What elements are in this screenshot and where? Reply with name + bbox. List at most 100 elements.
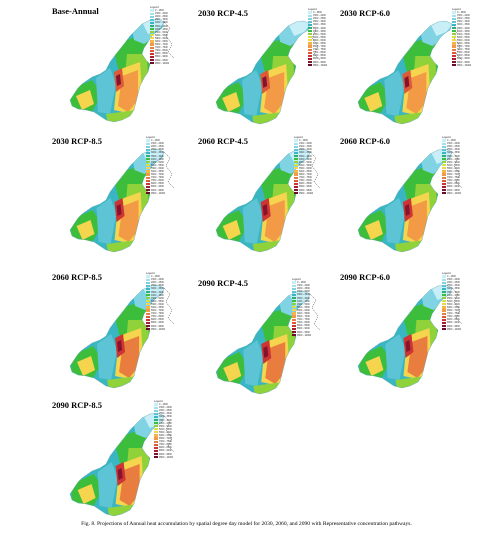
disputed-border-line xyxy=(163,21,175,59)
legend-label: 6500 - 7000 xyxy=(151,173,164,177)
legend-label: 7000 - 7500 xyxy=(447,312,460,316)
legend-label: 2000 - 2500 xyxy=(297,287,310,291)
legend-label: 4500 - 5000 xyxy=(457,32,470,36)
legend-label: 5500 - 6000 xyxy=(151,302,164,306)
legend-swatch xyxy=(442,312,446,315)
map-legend: Legend 0 - 1500 1500 - 2000 2000 - 2500 2500… xyxy=(308,8,334,67)
legend-row: 8500 - 9000 xyxy=(442,185,468,188)
legend-label: 9500 - 10000 xyxy=(155,61,170,65)
legend-swatch xyxy=(294,139,298,142)
legend-swatch xyxy=(146,278,150,281)
heat-accumulation-map xyxy=(69,284,175,389)
legend-swatch xyxy=(150,15,154,18)
disputed-border-line xyxy=(309,23,321,61)
legend-row: 9500 - 10000 xyxy=(452,64,478,67)
legend-row: 6000 - 6500 xyxy=(452,42,478,45)
legend-swatch xyxy=(294,154,298,158)
map-panel: 2030 RCP-4.5 Legend 0 - 1500 1500 - 2000 200… xyxy=(198,8,348,130)
legend-label: 5500 - 6000 xyxy=(299,166,312,170)
legend-row: 1500 - 2000 xyxy=(292,284,318,287)
legend-swatch xyxy=(442,297,446,300)
legend-label: 5000 - 5500 xyxy=(457,35,470,39)
legend-row: 2000 - 2500 xyxy=(452,17,478,20)
legend-label: 9000 - 9500 xyxy=(447,324,460,328)
legend-label: 7000 - 7500 xyxy=(151,312,164,316)
legend-row: 3000 - 3500 xyxy=(292,293,318,296)
legend-row: 3000 - 3500 xyxy=(154,415,180,418)
legend-row: 3000 - 3500 xyxy=(442,287,468,290)
map-panel: 2060 RCP-8.5 Legend 0 - 1500 1500 - 2000 200… xyxy=(52,272,202,394)
legend-row: 8000 - 8500 xyxy=(150,52,176,55)
legend-swatch xyxy=(308,48,312,51)
legend-row: 2500 - 3000 xyxy=(452,20,478,23)
disputed-border-line xyxy=(163,151,175,189)
legend-swatch xyxy=(150,40,154,43)
legend-label: 8000 - 8500 xyxy=(447,182,460,186)
legend-label: 2000 - 2500 xyxy=(159,409,172,413)
legend-label: 0 - 1500 xyxy=(299,139,308,143)
legend-label: 9500 - 10000 xyxy=(447,327,462,331)
legend-row: 4000 - 4500 xyxy=(294,158,320,161)
legend-swatch xyxy=(154,422,158,425)
legend-swatch xyxy=(442,154,446,158)
legend-swatch xyxy=(294,167,298,170)
legend-label: 8500 - 9000 xyxy=(313,57,326,61)
legend-row: 5000 - 5500 xyxy=(452,36,478,39)
legend-swatch xyxy=(452,23,456,27)
legend-label: 0 - 1500 xyxy=(313,11,322,15)
legend-label: 5500 - 6000 xyxy=(313,38,326,42)
legend-row: 0 - 1500 xyxy=(292,281,318,284)
heat-zone xyxy=(365,356,384,376)
legend-label: 7500 - 8000 xyxy=(299,179,312,183)
heat-zone xyxy=(262,204,268,216)
legend-row: 0 - 1500 xyxy=(154,403,180,406)
heat-accumulation-map xyxy=(357,20,463,125)
heat-zone xyxy=(242,198,263,244)
legend-swatch xyxy=(442,324,446,328)
legend-swatch xyxy=(150,28,154,31)
legend-row: 0 - 1500 xyxy=(150,9,176,12)
legend-label: 6500 - 7000 xyxy=(159,437,172,441)
legend-row: 3500 - 4000 xyxy=(154,418,180,422)
legend-row: 7000 - 7500 xyxy=(442,176,468,179)
legend-label: 9500 - 10000 xyxy=(313,63,328,67)
legend-row: 3500 - 4000 xyxy=(308,26,334,30)
legend-row: 5500 - 6000 xyxy=(294,167,320,170)
legend-row: 8000 - 8500 xyxy=(292,324,318,327)
legend-swatch xyxy=(292,327,296,331)
legend-label: 7500 - 8000 xyxy=(159,443,172,447)
legend-label: 1500 - 2000 xyxy=(297,284,310,288)
heat-zone xyxy=(116,74,121,86)
legend-label: 9000 - 9500 xyxy=(151,324,164,328)
legend-swatch xyxy=(442,179,446,182)
legend-row: 1500 - 2000 xyxy=(146,278,172,281)
legend-label: 5500 - 6000 xyxy=(447,166,460,170)
legend-row: 4000 - 4500 xyxy=(452,30,478,33)
legend-swatch xyxy=(452,60,456,64)
legend-swatch xyxy=(308,17,312,20)
legend-row: 1500 - 2000 xyxy=(442,278,468,281)
legend-row: 6000 - 6500 xyxy=(308,42,334,45)
legend-swatch xyxy=(150,46,154,49)
legend-label: 1500 - 2000 xyxy=(155,12,168,16)
legend-row: 2000 - 2500 xyxy=(146,145,172,148)
legend-row: 6000 - 6500 xyxy=(294,170,320,173)
legend-label: 4000 - 4500 xyxy=(151,293,164,297)
legend-label: 9500 - 10000 xyxy=(457,63,472,67)
legend-label: 7500 - 8000 xyxy=(151,315,164,319)
legend-row: 7500 - 8000 xyxy=(294,179,320,182)
legend-label: 9000 - 9500 xyxy=(151,188,164,192)
legend-row: 0 - 1500 xyxy=(442,275,468,278)
legend-row: 2000 - 2500 xyxy=(146,281,172,284)
legend-row: 9500 - 10000 xyxy=(154,456,180,459)
panel-title: 2060 RCP-8.5 xyxy=(52,272,103,282)
legend-swatch xyxy=(292,281,296,284)
legend-label: 1500 - 2000 xyxy=(299,142,312,146)
legend-row: 5000 - 5500 xyxy=(154,428,180,431)
map-legend: Legend 0 - 1500 1500 - 2000 2000 - 2500 2500… xyxy=(452,8,478,67)
legend-swatch xyxy=(146,321,150,325)
legend-row: 5000 - 5500 xyxy=(442,164,468,167)
legend-row: 4500 - 5000 xyxy=(154,425,180,428)
legend-row: 8000 - 8500 xyxy=(294,182,320,185)
legend-row: 5500 - 6000 xyxy=(150,37,176,40)
